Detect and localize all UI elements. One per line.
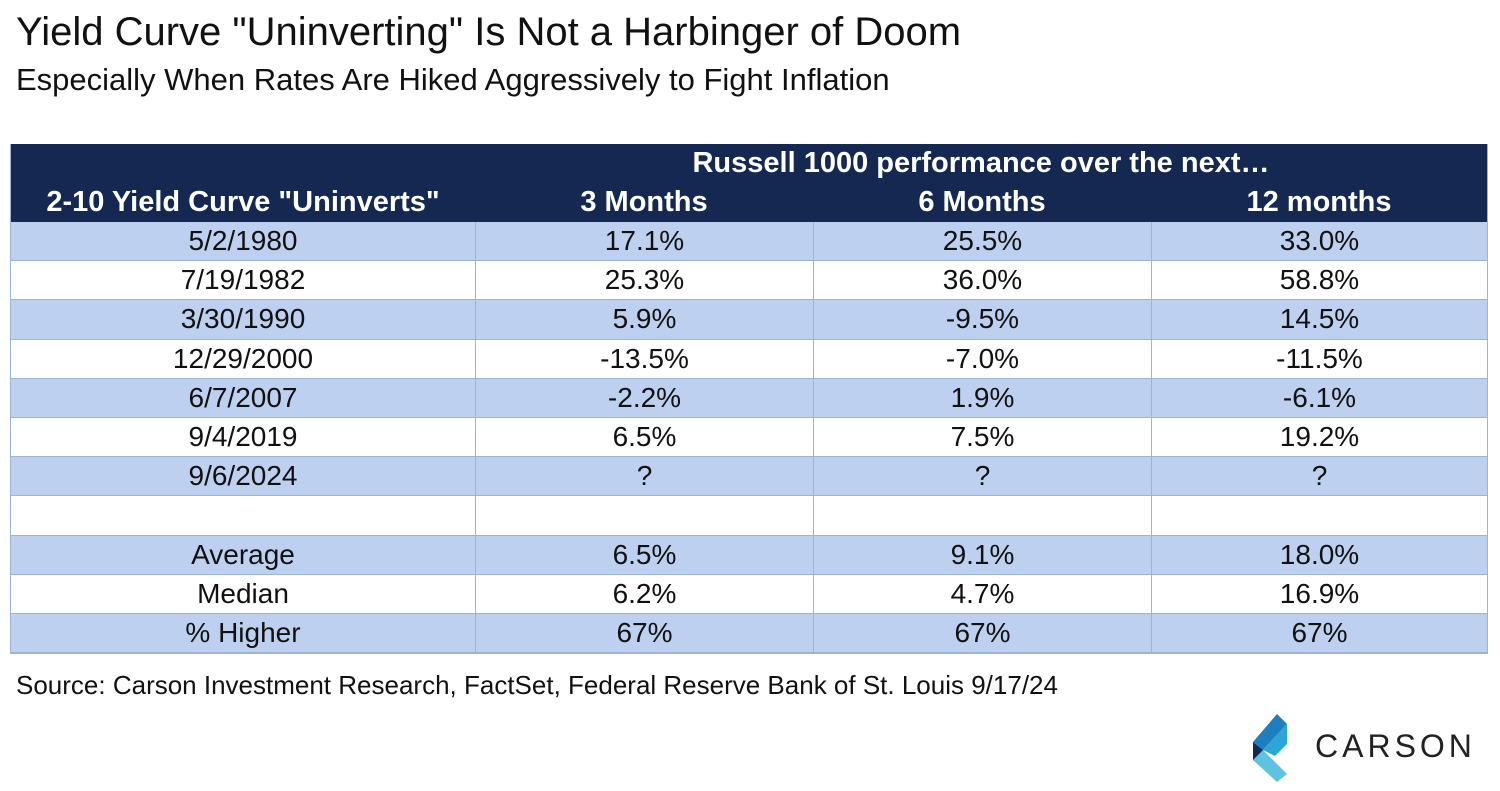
cell-3-months: 6.5% <box>475 417 813 458</box>
cell-3-months: 67% <box>475 613 813 654</box>
cell-date: 7/19/1982 <box>11 261 475 301</box>
cell-date: 9/6/2024 <box>11 457 475 497</box>
cell-3-months <box>475 496 813 536</box>
table-row <box>11 496 1487 536</box>
cell-date: 5/2/1980 <box>11 222 475 262</box>
page-subtitle: Especially When Rates Are Hiked Aggressi… <box>16 62 890 97</box>
cell-3-months: -2.2% <box>475 378 813 418</box>
cell-6-months: 4.7% <box>813 574 1151 614</box>
carson-logo: CARSON <box>1251 712 1491 782</box>
cell-12-months: 58.8% <box>1151 261 1487 301</box>
cell-3-months: ? <box>475 457 813 497</box>
cell-12-months: 33.0% <box>1151 222 1487 262</box>
table-row: Median 6.2% 4.7% 16.9% <box>11 574 1487 614</box>
cell-3-months: 5.9% <box>475 300 813 340</box>
column-header-date: 2-10 Yield Curve "Uninverts" <box>46 185 440 218</box>
source-note: Source: Carson Investment Research, Fact… <box>16 670 1058 700</box>
column-header-6-months: 6 Months <box>918 185 1046 218</box>
table-body: 5/2/1980 17.1% 25.5% 33.0% 7/19/1982 25.3% 36.… <box>11 222 1487 654</box>
cell-6-months: 67% <box>813 613 1151 654</box>
cell-6-months: ? <box>813 457 1151 497</box>
table-row: % Higher 67% 67% 67% <box>11 613 1487 654</box>
cell-date: Median <box>11 575 475 614</box>
cell-date: 6/7/2007 <box>11 379 475 418</box>
cell-6-months: 7.5% <box>813 417 1151 458</box>
cell-12-months: 67% <box>1151 613 1487 654</box>
column-header-12-months: 12 months <box>1246 185 1392 218</box>
cell-date <box>11 496 475 536</box>
cell-12-months: 14.5% <box>1151 300 1487 340</box>
cell-12-months: 19.2% <box>1151 417 1487 458</box>
cell-6-months: -9.5% <box>813 300 1151 340</box>
cell-6-months: 9.1% <box>813 535 1151 575</box>
cell-6-months <box>813 496 1151 536</box>
cell-date: 12/29/2000 <box>11 340 475 379</box>
cell-3-months: -13.5% <box>475 339 813 379</box>
cell-12-months <box>1151 496 1487 536</box>
page-title: Yield Curve "Uninverting" Is Not a Harbi… <box>16 10 962 54</box>
table-row: 6/7/2007 -2.2% 1.9% -6.1% <box>11 378 1487 418</box>
cell-3-months: 25.3% <box>475 261 813 301</box>
cell-3-months: 6.5% <box>475 535 813 575</box>
cell-12-months: 18.0% <box>1151 535 1487 575</box>
cell-date: 3/30/1990 <box>11 300 475 340</box>
cell-date: Average <box>11 536 475 575</box>
cell-date: 9/4/2019 <box>11 418 475 458</box>
super-header: Russell 1000 performance over the next… <box>692 147 1270 179</box>
table-row: 5/2/1980 17.1% 25.5% 33.0% <box>11 222 1487 262</box>
performance-table: Russell 1000 performance over the next… … <box>10 144 1488 655</box>
cell-date: % Higher <box>11 614 475 654</box>
table-row: 9/6/2024??? <box>11 457 1487 497</box>
table-header-row: 2-10 Yield Curve "Uninverts" 3 Months 6 … <box>11 182 1487 222</box>
cell-6-months: 1.9% <box>813 378 1151 418</box>
cell-3-months: 6.2% <box>475 574 813 614</box>
table-row: 12/29/2000 -13.5% -7.0% -11.5% <box>11 339 1487 379</box>
cell-3-months: 17.1% <box>475 222 813 262</box>
cell-12-months: 16.9% <box>1151 574 1487 614</box>
cell-6-months: -7.0% <box>813 339 1151 379</box>
table-row: 7/19/1982 25.3% 36.0% 58.8% <box>11 261 1487 301</box>
cell-12-months: -11.5% <box>1151 339 1487 379</box>
table-row: 9/4/2019 6.5% 7.5% 19.2% <box>11 417 1487 458</box>
cell-6-months: 36.0% <box>813 261 1151 301</box>
cell-12-months: -6.1% <box>1151 378 1487 418</box>
carson-logo-icon <box>1253 714 1287 782</box>
super-header-spacer <box>11 144 475 182</box>
logo-text: CARSON <box>1315 728 1476 764</box>
cell-12-months: ? <box>1151 457 1487 497</box>
table-super-header-row: Russell 1000 performance over the next… <box>11 144 1487 182</box>
cell-6-months: 25.5% <box>813 222 1151 262</box>
column-header-3-months: 3 Months <box>580 185 708 218</box>
table-row: Average 6.5% 9.1% 18.0% <box>11 535 1487 575</box>
table-row: 3/30/1990 5.9% -9.5% 14.5% <box>11 300 1487 340</box>
